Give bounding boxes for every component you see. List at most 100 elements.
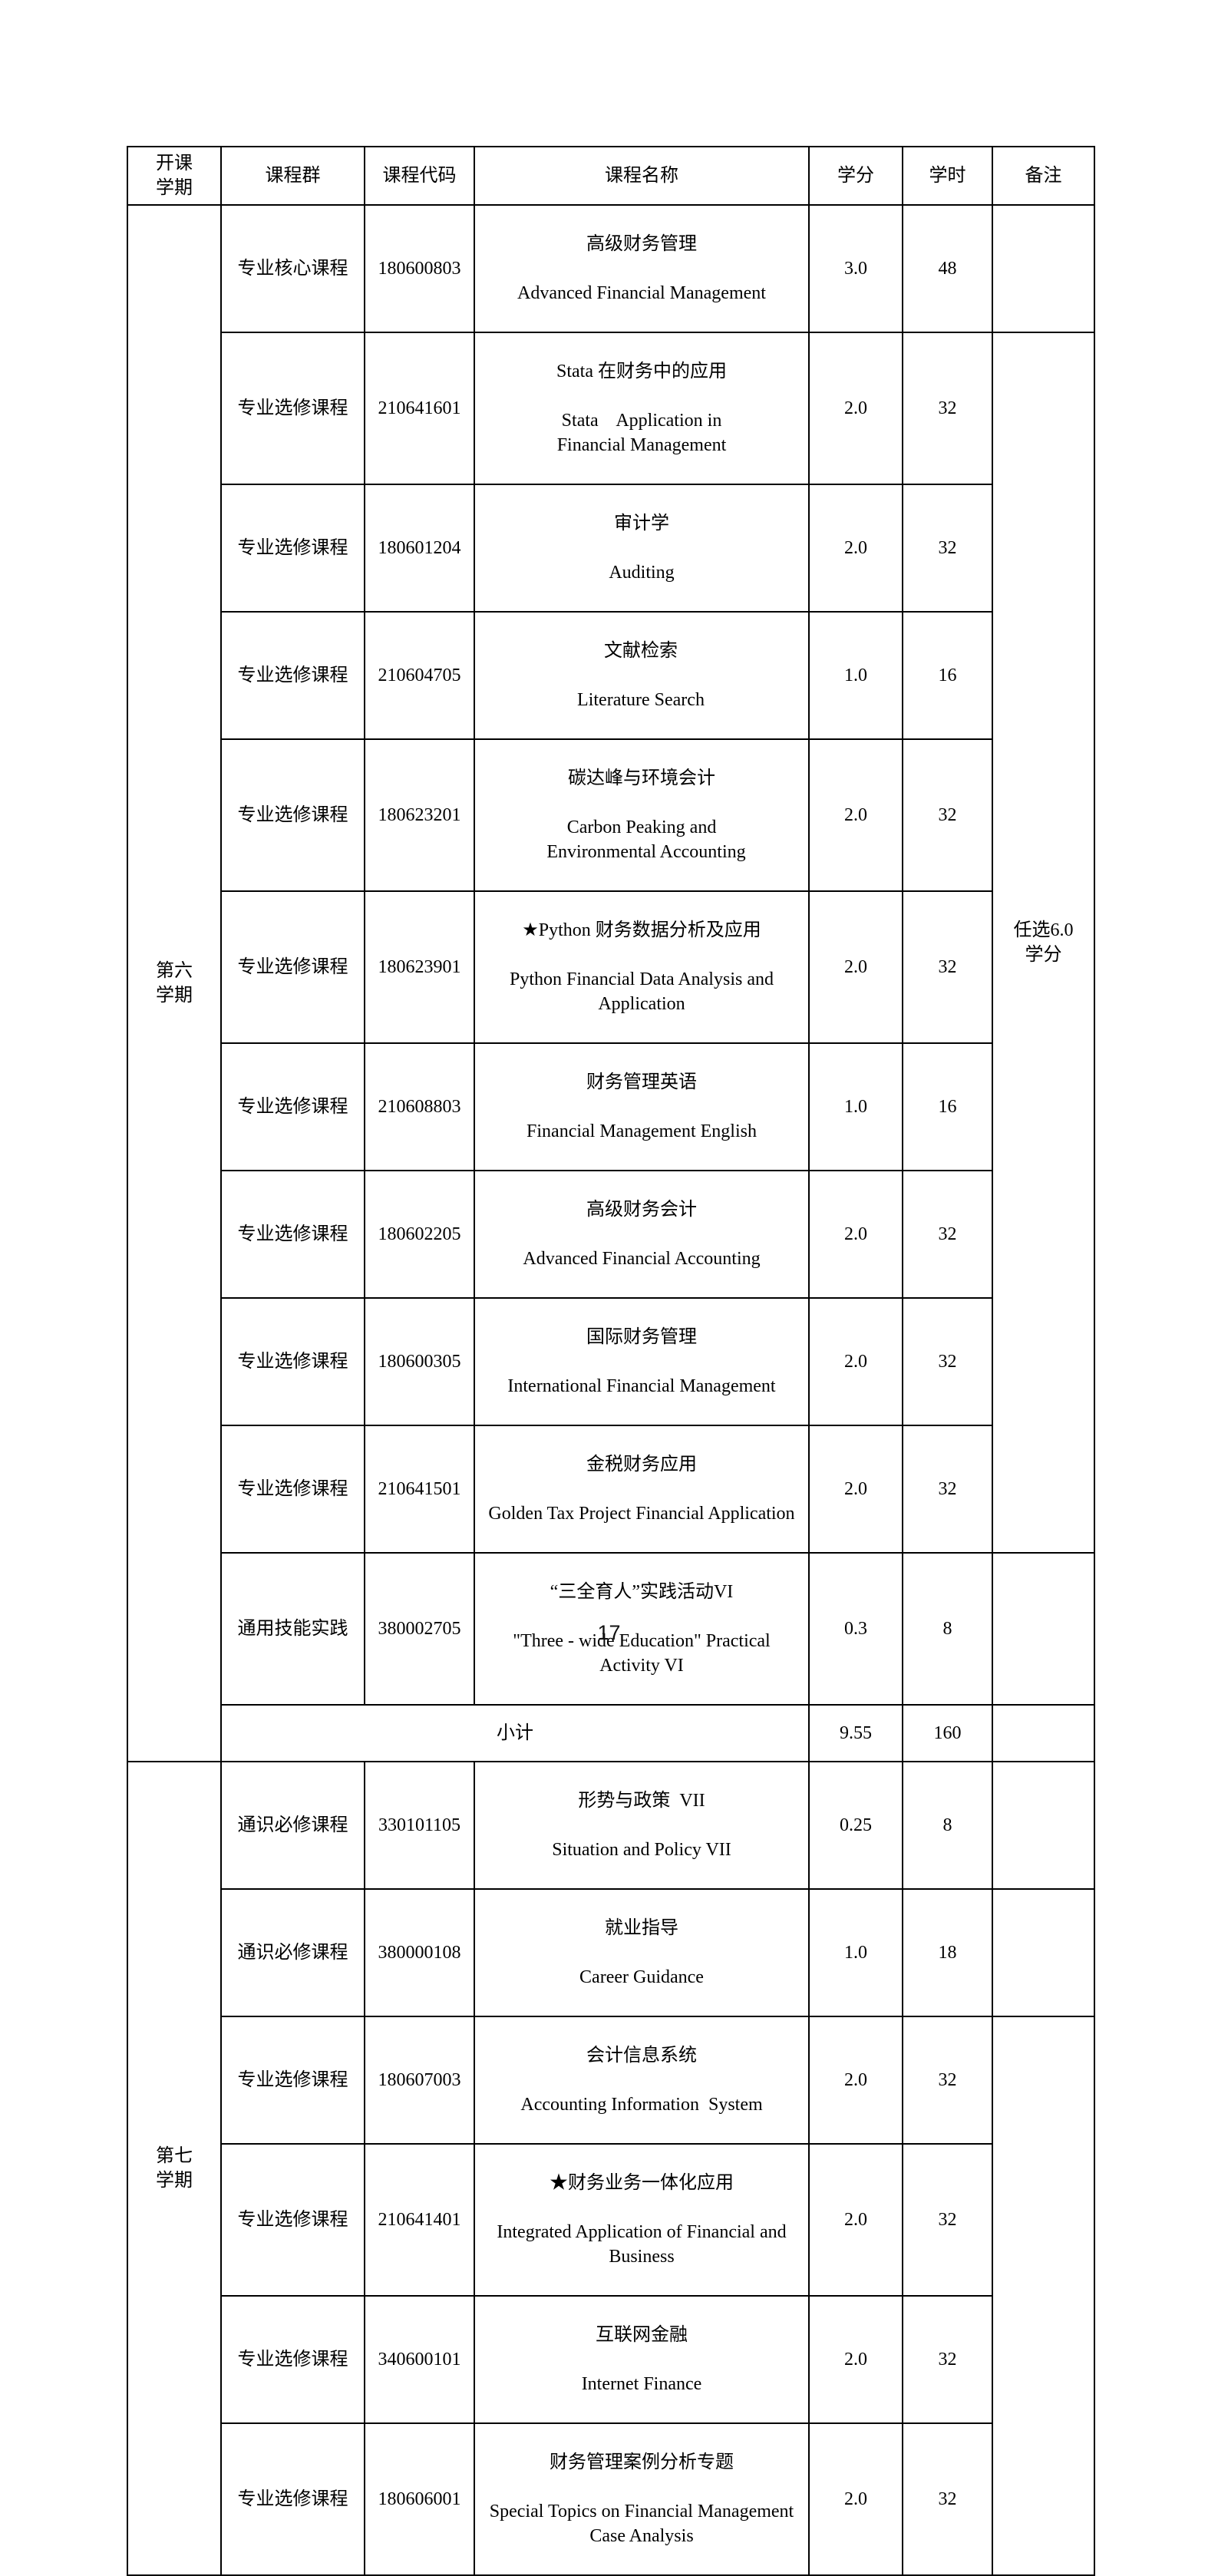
- cell-credits: 2.0: [808, 1425, 903, 1554]
- cell-name: ★Python 财务数据分析及应用 Python Financial Data …: [474, 890, 810, 1044]
- course-name-zh: 文献检索: [604, 641, 678, 661]
- cell-remark-elective: 任选6.0 学分: [992, 332, 1095, 1554]
- cell-credits: 2.0: [808, 484, 903, 613]
- header-cell-credits: 学分: [808, 146, 903, 206]
- cell-code: 180623201: [364, 738, 475, 892]
- cell-credits: 2.0: [808, 1170, 903, 1299]
- cell-credits: 2.0: [808, 1297, 903, 1426]
- cell-credits: 1.0: [808, 611, 903, 740]
- cell-credits: 2.0: [808, 738, 903, 892]
- cell-hours: 32: [902, 2295, 993, 2424]
- cell-name: 文献检索 Literature Search: [474, 611, 810, 740]
- cell-hours: 32: [902, 2422, 993, 2576]
- course-name-en: Financial Management English: [526, 1121, 757, 1141]
- table-row: 专业选修课程 210608803 财务管理英语 Financial Manage…: [127, 1042, 1094, 1171]
- subtotal-label: 小计: [220, 1704, 810, 1762]
- cell-hours: 32: [902, 484, 993, 613]
- course-name-zh: Stata 在财务中的应用: [556, 362, 727, 381]
- table-row: 专业选修课程 210641401 ★财务业务一体化应用 Integrated A…: [127, 2143, 1094, 2297]
- cell-name: 互联网金融 Internet Finance: [474, 2295, 810, 2424]
- cell-remark-empty: [992, 1888, 1095, 2017]
- cell-hours: 8: [902, 1761, 993, 1890]
- course-name-en: Stata Application in Financial Managemen…: [556, 411, 727, 455]
- cell-group: 通识必修课程: [220, 1761, 365, 1890]
- cell-group: 专业选修课程: [220, 2295, 365, 2424]
- cell-credits: 1.0: [808, 1042, 903, 1171]
- table-row: 专业选修课程 180601204 审计学 Auditing 2.0 32: [127, 484, 1094, 613]
- cell-code: 180606001: [364, 2422, 475, 2576]
- cell-credits: 3.0: [808, 204, 903, 333]
- cell-group: 通用技能实践: [220, 1552, 365, 1706]
- table-row: 通用技能实践 380002705 “三全育人”实践活动VI "Three - w…: [127, 1552, 1095, 1706]
- subtotal-credits: 9.55: [808, 1704, 903, 1762]
- cell-hours: 32: [902, 1425, 993, 1554]
- cell-hours: 32: [902, 890, 993, 1044]
- course-name-zh: 审计学: [614, 514, 669, 533]
- cell-hours: 16: [902, 1042, 993, 1171]
- header-cell-remarks: 备注: [992, 146, 1095, 206]
- semester-label-7: 第七 学期: [127, 1761, 222, 2576]
- cell-name: 财务管理案例分析专题 Special Topics on Financial M…: [474, 2422, 810, 2576]
- cell-remark-empty: [992, 1552, 1095, 1706]
- cell-group: 专业选修课程: [220, 1042, 365, 1171]
- cell-group: 专业选修课程: [220, 1425, 365, 1554]
- course-name-en: Advanced Financial Management: [517, 283, 766, 303]
- cell-name: Stata 在财务中的应用 Stata Application in Finan…: [474, 332, 810, 485]
- cell-name: 形势与政策 VII Situation and Policy VII: [474, 1761, 810, 1890]
- cell-code: 180600305: [364, 1297, 475, 1426]
- course-name-zh: 高级财务管理: [586, 234, 697, 254]
- cell-hours: 32: [902, 1170, 993, 1299]
- cell-credits: 2.0: [808, 2295, 903, 2424]
- header-cell-hours: 学时: [902, 146, 993, 206]
- course-name-en: Literature Search: [577, 690, 705, 710]
- cell-credits: 2.0: [808, 332, 903, 485]
- course-name-en: Special Topics on Financial Management C…: [489, 2502, 794, 2546]
- course-name-en: Internet Finance: [581, 2374, 702, 2394]
- course-name-zh: 就业指导: [605, 1918, 678, 1938]
- cell-name: 国际财务管理 International Financial Managemen…: [474, 1297, 810, 1426]
- course-name-en: Carbon Peaking and Environmental Account…: [546, 817, 746, 862]
- course-name-zh: 形势与政策 VII: [578, 1791, 705, 1811]
- cell-group: 专业选修课程: [220, 1170, 365, 1299]
- table-row: 专业选修课程 340600101 互联网金融 Internet Finance …: [127, 2295, 1094, 2424]
- page: 开课 学期 课程群 课程代码 课程名称 学分 学时 备注 第六 学期 专业核心课…: [127, 146, 1095, 2576]
- cell-credits: 2.0: [808, 2143, 903, 2297]
- table-row: 专业选修课程 180623901 ★Python 财务数据分析及应用 Pytho…: [127, 890, 1094, 1044]
- course-name-zh: ★财务业务一体化应用: [550, 2173, 734, 2193]
- cell-code: 180600803: [364, 204, 475, 333]
- cell-name: 碳达峰与环境会计 Carbon Peaking and Environmenta…: [474, 738, 810, 892]
- subtotal-hours: 160: [902, 1704, 993, 1762]
- cell-name: 金税财务应用 Golden Tax Project Financial Appl…: [474, 1425, 810, 1554]
- cell-hours: 32: [902, 2016, 993, 2145]
- page-number: 17: [597, 1621, 621, 1644]
- cell-group: 专业选修课程: [220, 2016, 365, 2145]
- cell-code: 180607003: [364, 2016, 475, 2145]
- semester-label-6: 第六 学期: [127, 204, 222, 1762]
- cell-code: 210641601: [364, 332, 475, 485]
- cell-hours: 16: [902, 611, 993, 740]
- header-cell-code: 课程代码: [364, 146, 475, 206]
- cell-group: 专业选修课程: [220, 738, 365, 892]
- cell-name: 高级财务管理 Advanced Financial Management: [474, 204, 810, 333]
- table-row: 专业选修课程 210641601 Stata 在财务中的应用 Stata App…: [127, 332, 1095, 1554]
- course-name-en: Python Financial Data Analysis and Appli…: [510, 969, 774, 1014]
- cell-name: “三全育人”实践活动VI "Three - wide Education" Pr…: [474, 1552, 810, 1706]
- cell-code: 340600101: [364, 2295, 475, 2424]
- table-row: 专业选修课程 180623201 碳达峰与环境会计 Carbon Peaking…: [127, 738, 1094, 892]
- cell-credits: 0.3: [808, 1552, 903, 1706]
- cell-group: 专业选修课程: [220, 484, 365, 613]
- cell-hours: 32: [902, 1297, 993, 1426]
- header-cell-semester: 开课 学期: [127, 146, 222, 206]
- cell-name: 就业指导 Career Guidance: [474, 1888, 810, 2017]
- cell-name: ★财务业务一体化应用 Integrated Application of Fin…: [474, 2143, 810, 2297]
- course-name-en: International Financial Management: [507, 1376, 776, 1396]
- cell-remark-empty: [992, 1761, 1095, 1890]
- cell-code: 380000108: [364, 1888, 475, 2017]
- course-name-en: Auditing: [609, 563, 675, 583]
- curriculum-table: 开课 学期 课程群 课程代码 课程名称 学分 学时 备注 第六 学期 专业核心课…: [127, 146, 1095, 2576]
- course-name-en: Golden Tax Project Financial Application: [488, 1504, 795, 1524]
- course-name-en: Accounting Information System: [520, 2095, 763, 2115]
- course-name-en: "Three - wide Education" Practical Activ…: [513, 1631, 771, 1676]
- cell-group: 专业选修课程: [220, 1297, 365, 1426]
- cell-name: 财务管理英语 Financial Management English: [474, 1042, 810, 1171]
